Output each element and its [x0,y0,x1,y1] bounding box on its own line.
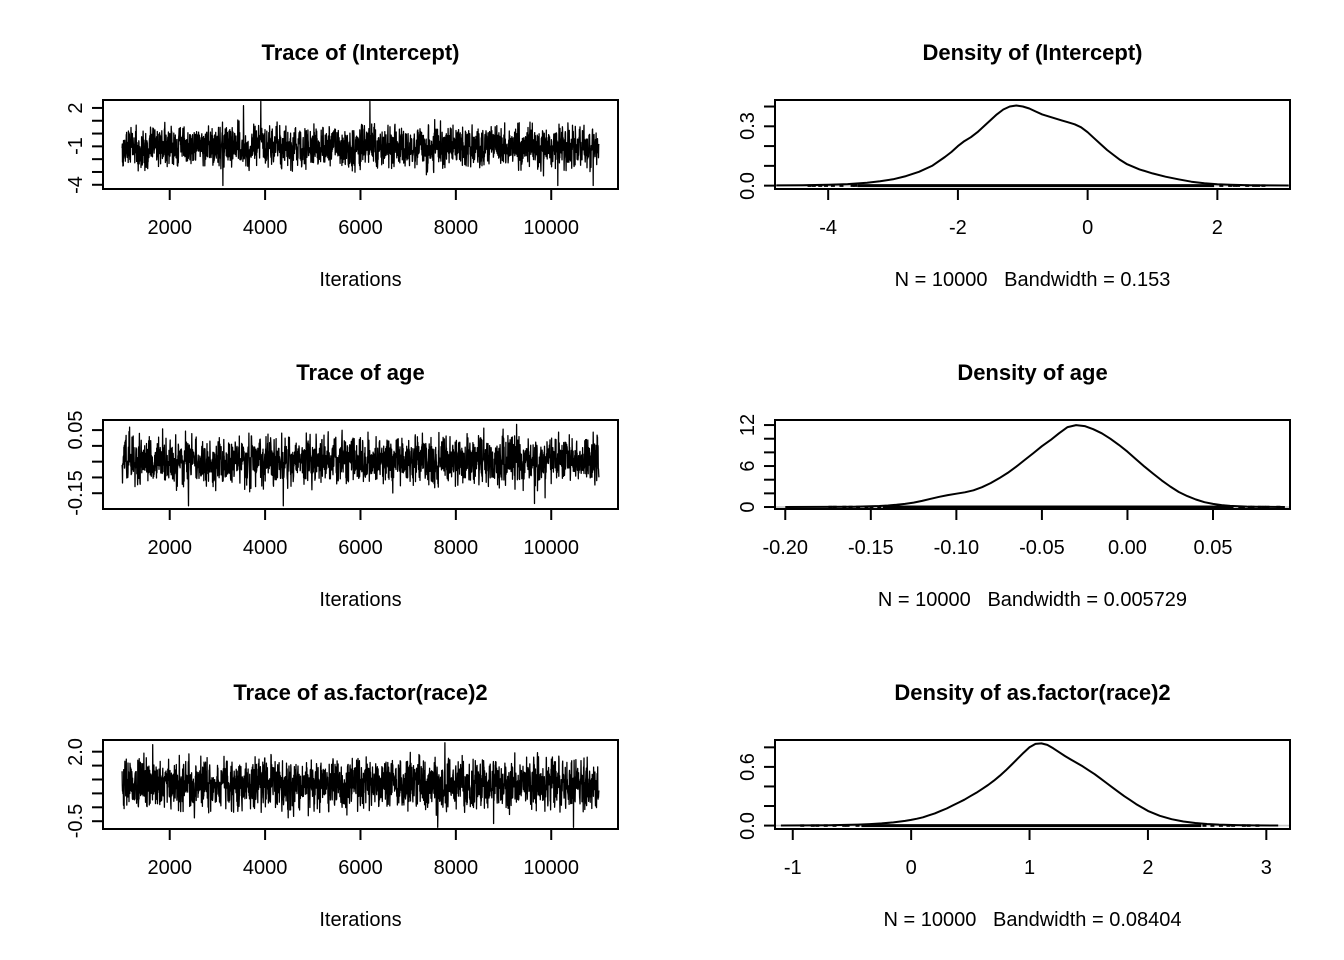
y-tick-label: 12 [737,413,759,437]
x-tick-label: -4 [819,217,838,239]
plot-box [102,99,619,190]
y-tick-label: 0.3 [737,112,759,141]
trace-plot-svg [92,99,619,200]
panel-trace-race2: Trace of as.factor(race)2 2000 4000 6000 800… [0,640,672,960]
trace-line [121,423,600,507]
panel-density-age: Density of age -0.20 -0.15 -0.10 -0.05 0.00 0.… [672,320,1344,640]
trace-line [121,742,600,828]
density-curve [776,104,1289,187]
y-tick-label: 0.0 [737,171,759,200]
density-curve [785,424,1285,508]
x-tick-label: 2000 [147,857,192,879]
density-subtitle: N = 10000 Bandwidth = 0.005729 [877,589,1188,611]
plot-box [102,419,619,510]
y-tick-label: -0.5 [65,803,87,839]
x-tick-label: 1 [1023,857,1036,879]
plot-box [774,99,1291,190]
density-plot-svg [764,419,1291,520]
trace-line [121,101,600,187]
y-tick-label: -1 [65,137,87,156]
density-plot-svg [764,739,1291,840]
x-axis-label: Iterations [319,909,402,931]
x-tick-label: -1 [783,857,802,879]
density-plot-svg [764,99,1291,200]
y-tick-label: 0.0 [737,811,759,840]
x-tick-label: -0.15 [848,537,894,559]
x-tick-label: 0.05 [1193,537,1233,559]
x-tick-label: 6000 [338,537,383,559]
y-tick-label: 0.05 [65,410,87,450]
panel-title: Density of age [957,360,1108,385]
x-axis-label: Iterations [319,589,402,611]
x-tick-label: -0.10 [933,537,980,559]
plot-box [102,739,619,830]
density-subtitle: N = 10000 Bandwidth = 0.08404 [883,909,1182,931]
x-tick-label: 8000 [433,537,479,559]
x-tick-label: 10000 [523,537,580,559]
x-tick-label: 4000 [242,217,288,239]
x-tick-label: 2000 [147,537,192,559]
y-tick-label: -4 [65,175,87,194]
x-tick-label: 0.00 [1107,537,1147,559]
panel-trace-age: Trace of age 2000 4000 6000 8000 10000 -0.15 0.… [0,320,672,640]
x-tick-label: 4000 [242,857,288,879]
y-tick-label: 2 [65,102,87,114]
panel-title: Trace of as.factor(race)2 [233,680,488,705]
x-tick-label: 2 [1142,857,1154,879]
x-axis-label: Iterations [319,269,402,291]
x-tick-label: 2 [1211,217,1223,239]
x-tick-label: -0.20 [762,537,809,559]
x-tick-label: -0.05 [1019,537,1065,559]
x-tick-label: 8000 [433,217,479,239]
x-tick-label: 6000 [338,217,383,239]
y-tick-label: 0 [737,501,759,513]
y-tick-label: -0.15 [65,470,87,517]
x-tick-label: 4000 [242,537,288,559]
panel-title: Trace of (Intercept) [261,40,460,65]
x-tick-label: 10000 [523,217,580,239]
panel-title: Density of (Intercept) [922,40,1143,65]
plot-box [774,739,1291,830]
y-tick-label: 2.0 [65,737,87,766]
y-tick-label: 0.6 [737,752,759,781]
panel-density-race2: Density of as.factor(race)2 -1 0 1 2 3 0.0 0.6 N… [672,640,1344,960]
trace-plot-svg [92,739,619,840]
panel-title: Density of as.factor(race)2 [894,680,1171,705]
x-tick-label: 8000 [433,857,479,879]
x-tick-label: 3 [1260,857,1272,879]
density-subtitle: N = 10000 Bandwidth = 0.153 [894,269,1171,291]
panel-density-intercept: Density of (Intercept) -4 -2 0 2 0.0 0.3 N = 10… [672,0,1344,320]
x-tick-label: 6000 [338,857,383,879]
x-tick-label: 0 [905,857,917,879]
x-tick-label: 10000 [523,857,580,879]
x-tick-label: 2000 [147,217,192,239]
x-tick-label: 0 [1082,217,1094,239]
trace-plot-svg [92,419,619,520]
x-tick-label: -2 [949,217,967,239]
y-tick-label: 6 [737,460,759,472]
plot-box [774,419,1291,510]
density-curve [780,742,1279,827]
panel-title: Trace of age [296,360,425,385]
panel-trace-intercept: Trace of (Intercept) 2000 4000 6000 8000 1000… [0,0,672,320]
